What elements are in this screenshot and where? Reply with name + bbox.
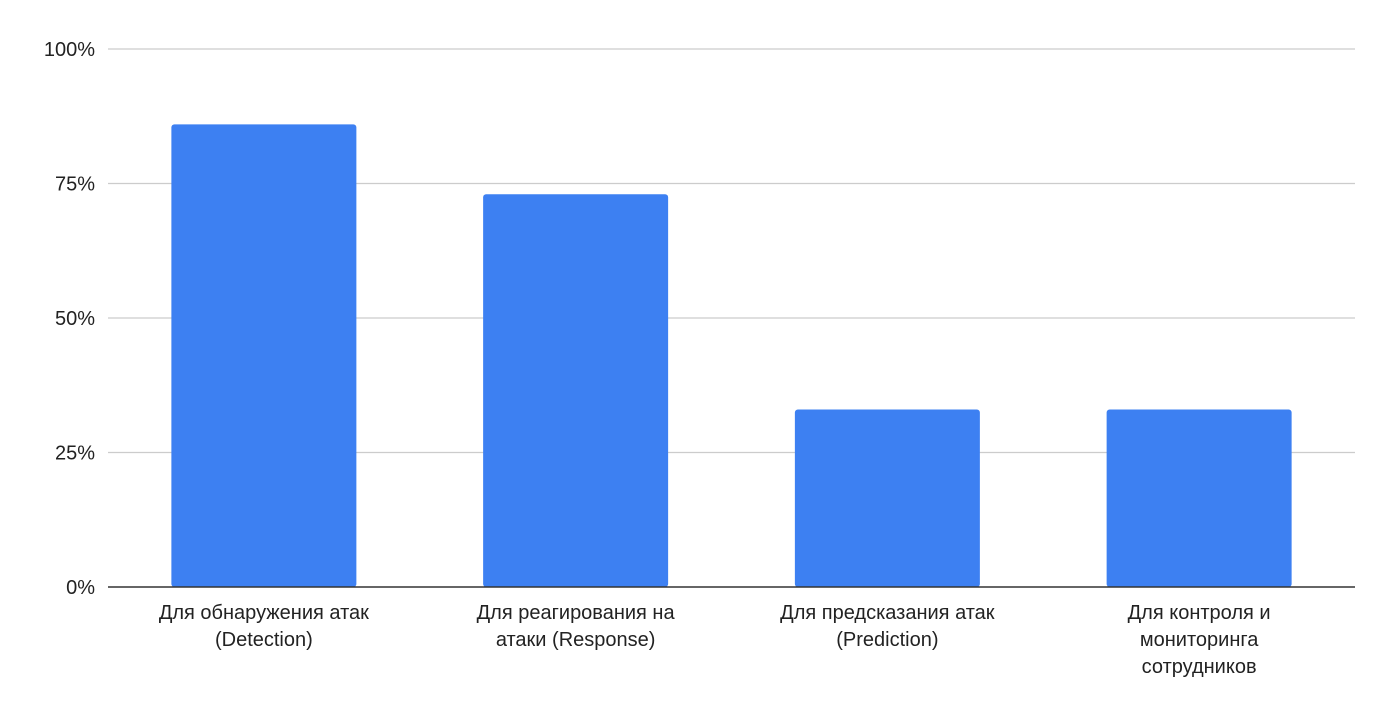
x-tick-label-line: мониторинга: [1140, 629, 1259, 651]
x-tick-label-line: Для реагирования на: [477, 602, 676, 624]
y-tick-label: 50%: [55, 308, 95, 330]
bar: [483, 194, 669, 587]
y-tick-label: 0%: [66, 577, 95, 599]
x-tick-label: Для реагирования на атаки (Response): [477, 602, 676, 651]
x-tick-label: Для предсказания атак (Prediction): [780, 602, 995, 651]
y-tick-label: 25%: [55, 443, 95, 465]
y-axis-tick-labels: 0% 25% 50% 75% 100%: [44, 39, 95, 599]
x-tick-label-line: Для обнаружения атак: [159, 602, 369, 624]
x-tick-label-line: атаки (Response): [496, 629, 656, 651]
x-tick-label-line: сотрудников: [1142, 656, 1257, 678]
y-tick-label: 75%: [55, 174, 95, 196]
bar: [794, 409, 980, 587]
x-tick-label: Для контроля и мониторинга сотрудников: [1128, 602, 1271, 678]
x-tick-label-line: (Prediction): [836, 629, 938, 651]
y-tick-label: 100%: [44, 39, 95, 61]
x-tick-label: Для обнаружения атак (Detection): [159, 602, 369, 651]
x-tick-label-line: Для контроля и: [1128, 602, 1271, 624]
bars: [171, 124, 1292, 587]
x-tick-label-line: (Detection): [215, 629, 313, 651]
bar: [1106, 409, 1292, 587]
x-axis-tick-labels: Для обнаружения атак (Detection) Для реаги…: [159, 602, 1271, 678]
bar: [171, 124, 357, 587]
x-tick-label-line: Для предсказания атак: [780, 602, 995, 624]
